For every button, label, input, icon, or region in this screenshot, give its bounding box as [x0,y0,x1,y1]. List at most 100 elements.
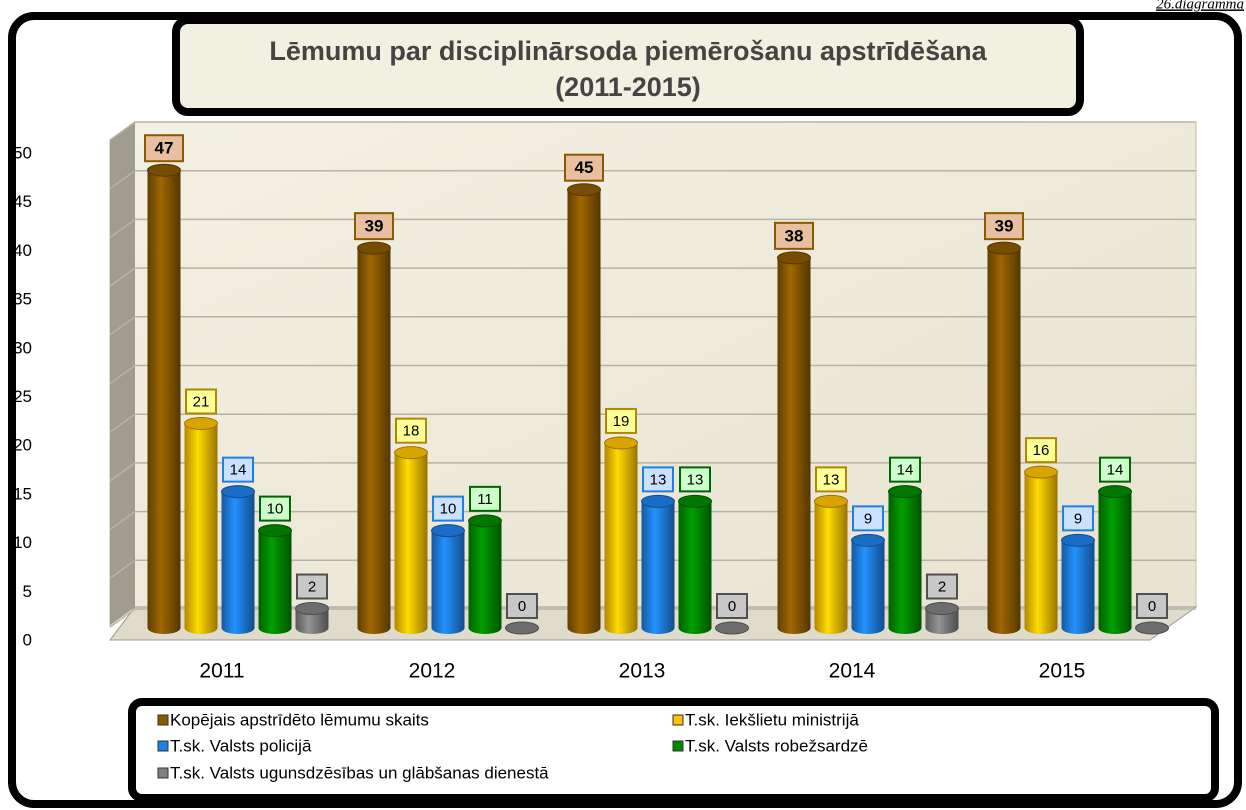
bar-top [295,602,329,616]
bar-body [184,423,218,634]
annotation: 26.diagramma [1156,0,1244,12]
bar-top [1061,533,1095,547]
bar-body [888,491,922,634]
data-label-box [144,134,184,163]
data-label-box [395,417,427,444]
x-tick-label: 2012 [409,660,456,683]
bar-body [147,170,181,634]
bar-body [851,540,885,634]
y-tick-label: 40 [13,241,32,260]
bar [888,485,922,634]
y-tick-label: 25 [13,387,32,406]
data-label: 0 [728,598,736,615]
data-label: 39 [995,217,1014,236]
data-label: 2 [308,578,316,595]
y-tick-label: 20 [13,436,32,455]
bar-top [604,436,638,450]
y-tick-label: 10 [13,533,32,552]
bar [505,621,539,635]
bar [715,621,749,635]
data-label-box [296,573,328,600]
bar [987,241,1021,634]
legend-swatch [157,767,169,779]
bar [1135,621,1169,635]
bar-body [1024,472,1058,634]
bar [147,163,181,634]
bar-top [1135,621,1169,635]
bar-body [925,608,959,634]
data-label-box [679,466,711,493]
data-label-box [815,466,847,493]
bar-body [678,501,712,634]
data-label: 11 [477,491,493,508]
bar-top [184,416,218,430]
data-label: 9 [1074,510,1082,527]
bar [777,251,811,634]
data-label: 10 [267,501,284,518]
bar-top [258,524,292,538]
data-label-box [354,212,394,241]
grid-line [109,121,136,141]
bar [1098,485,1132,634]
bar [394,446,428,634]
data-label-box [716,593,748,619]
data-label-box [259,495,291,522]
bar [184,416,218,634]
bar [295,602,329,634]
data-label-box [432,495,464,522]
bar-top [777,251,811,265]
bar [678,494,712,634]
bar-top [814,494,848,508]
data-label-box [1099,456,1131,483]
bar-body [987,248,1021,634]
bar-body [777,257,811,634]
bar-body [221,491,255,634]
legend-swatch [672,740,684,752]
y-tick-label: 30 [13,338,32,357]
y-tick-label: 35 [13,290,32,309]
x-tick-label: 2015 [1039,660,1086,683]
grid-line [109,364,136,385]
bar-body [295,608,329,634]
data-label: 38 [785,226,804,245]
x-tick-label: 2013 [619,660,666,683]
bar-body [1061,540,1095,634]
data-label: 2 [938,578,946,595]
data-label: 16 [1033,442,1050,459]
y-tick-label: 45 [13,192,32,211]
bar-top [851,533,885,547]
data-label: 14 [897,462,914,479]
bar-top [888,485,922,499]
bar-top [394,446,428,460]
bar-body [814,501,848,634]
bar-top [221,485,255,499]
y-tick-label: 50 [13,143,32,162]
data-label: 47 [155,139,174,158]
data-label-box [1136,593,1168,619]
bar-top [1098,485,1132,499]
bar-body [567,189,601,634]
y-tick-label: 15 [13,484,32,503]
bar-top [567,183,601,197]
bar [604,436,638,634]
bar-body [468,520,502,634]
legend-label: T.sk. Valsts policijā [170,736,312,755]
bar [431,524,465,634]
data-label-box [774,221,814,250]
data-label: 19 [613,413,630,430]
grid-line [109,608,136,628]
grid-line [109,462,136,482]
side-wall [110,122,135,625]
grid-line [109,170,136,190]
data-label-box [506,593,538,619]
data-label: 9 [864,510,872,527]
grid-line [109,218,136,239]
y-tick-label: 5 [23,582,32,601]
bar-top [357,241,391,255]
data-label: 13 [687,471,704,488]
bar-body [357,248,391,634]
legend-label: T.sk. Valsts ugunsdzēsības un glābšanas … [170,763,549,782]
bar-body [1098,491,1132,634]
bar-top [925,602,959,616]
